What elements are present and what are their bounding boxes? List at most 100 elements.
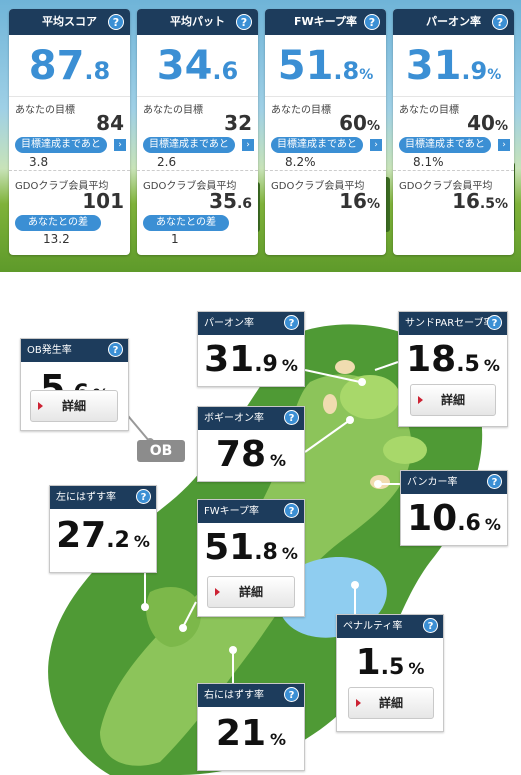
stat-value-int: 31 [405, 43, 462, 89]
help-icon[interactable]: ? [423, 618, 438, 633]
gdo-value-dec: .5 [479, 196, 495, 212]
remaining-row[interactable]: 目標達成まであと › [137, 135, 258, 155]
detail-button[interactable]: 詳細 [30, 390, 118, 422]
stat-card-title: パーオン率 ? [393, 9, 514, 35]
card-title-text: 右にはずす率 [204, 690, 264, 701]
goal-value-text: 40 [467, 111, 495, 135]
stat-card-title: 平均スコア ? [9, 9, 130, 35]
remaining-row[interactable]: 目標達成まであと › [265, 135, 386, 155]
left-miss-rate-card: 左にはずす率? 27.2% [49, 485, 157, 573]
goal-value-text: 32 [224, 111, 252, 135]
stat-value-int: 87 [28, 43, 85, 89]
gdo-value-int: 101 [82, 189, 124, 213]
difference-pill: あなたとの差 [15, 215, 101, 231]
right-miss-rate-value: 21% [198, 713, 304, 754]
remaining-pill[interactable]: 目標達成まであと [399, 137, 491, 153]
marker-dot [179, 624, 187, 632]
help-icon[interactable]: ? [364, 14, 380, 30]
card-title-text: サンドPARセーブ率 [405, 318, 494, 329]
remaining-pill[interactable]: 目標達成まであと [143, 137, 235, 153]
triangle-right-icon [215, 588, 220, 596]
chevron-right-icon[interactable]: › [114, 139, 126, 151]
detail-button-label: 詳細 [238, 585, 263, 599]
goal-label: あなたの目標 [399, 105, 459, 116]
value-unit: % [408, 659, 425, 678]
help-icon[interactable]: ? [487, 315, 502, 330]
detail-button[interactable]: 詳細 [207, 576, 295, 608]
card-title-text: ボギーオン率 [204, 413, 264, 424]
marker-dot [346, 416, 354, 424]
detail-button-label: 詳細 [61, 399, 86, 413]
gdo-average-label: GDOクラブ会員平均 [271, 181, 365, 192]
card-title-text: パーオン率 [204, 318, 254, 329]
gdo-value-unit: % [366, 197, 380, 212]
help-icon[interactable]: ? [492, 14, 508, 30]
gdo-value-unit: % [494, 197, 508, 212]
value-unit: % [484, 515, 501, 534]
connector-line [304, 419, 351, 453]
goal-value: 84 [9, 113, 130, 135]
stat-card-average-score: 平均スコア ? 87.8 あなたの目標 84 目標達成まであと › 3.8 GD… [9, 9, 130, 255]
marker-dot [358, 378, 366, 386]
stat-title-text: FWキープ率 [294, 15, 357, 28]
value-unit: % [281, 544, 298, 563]
help-icon[interactable]: ? [136, 489, 151, 504]
connector-line [182, 601, 197, 628]
remaining-row[interactable]: 目標達成まであと › [9, 135, 130, 155]
chevron-right-icon[interactable]: › [242, 139, 254, 151]
goal-value-text: 84 [96, 111, 124, 135]
connector-line [304, 369, 361, 383]
penalty-rate-card: ペナルティ率? 1.5% 詳細 [336, 614, 444, 732]
chevron-right-icon[interactable]: › [370, 139, 382, 151]
gdo-value-int: 35 [209, 189, 237, 213]
remaining-row[interactable]: 目標達成まであと › [393, 135, 514, 155]
difference-value: 1 [171, 232, 179, 246]
value-unit: % [270, 451, 287, 470]
goal-value-text: 60 [339, 111, 367, 135]
bunker-rate-value: 10.6% [401, 498, 507, 539]
chevron-right-icon[interactable]: › [498, 139, 510, 151]
remaining-pill[interactable]: 目標達成まであと [15, 137, 107, 153]
help-icon[interactable]: ? [108, 342, 123, 357]
detail-button[interactable]: 詳細 [348, 687, 434, 719]
stat-main-value: 31.9% [393, 35, 514, 97]
card-title-text: 左にはずす率 [56, 492, 116, 503]
help-icon[interactable]: ? [284, 687, 299, 702]
help-icon[interactable]: ? [284, 410, 299, 425]
par-on-rate-value: 31.9% [198, 339, 304, 380]
goal-label: あなたの目標 [271, 105, 331, 116]
goal-value-unit: % [494, 119, 508, 134]
right-miss-rate-card: 右にはずす率? 21% [197, 683, 305, 771]
help-icon[interactable]: ? [487, 474, 502, 489]
detail-button[interactable]: 詳細 [410, 384, 496, 416]
triangle-right-icon [38, 402, 43, 410]
difference-pill: あなたとの差 [143, 215, 229, 231]
stat-card-fw-keep: FWキープ率 ? 51.8% あなたの目標 60% 目標達成まであと › 8.2… [265, 9, 386, 255]
remaining-pill[interactable]: 目標達成まであと [271, 137, 363, 153]
gdo-average-value: 101 [9, 191, 130, 213]
value-dec: .2 [106, 528, 130, 553]
goal-label: あなたの目標 [143, 105, 203, 116]
gdo-value-int: 16 [339, 189, 367, 213]
fw-keep-rate-card: FWキープ率? 51.8% 詳細 [197, 499, 305, 617]
gdo-value-dec: .6 [236, 196, 252, 212]
help-icon[interactable]: ? [284, 315, 299, 330]
help-icon[interactable]: ? [284, 503, 299, 518]
detail-button-label: 詳細 [440, 393, 465, 407]
stat-value-unit: % [487, 67, 502, 83]
stat-main-value: 34.6 [137, 35, 258, 97]
gdo-value-int: 16 [452, 189, 480, 213]
card-title: パーオン率? [198, 312, 304, 335]
value-dec: .5 [456, 352, 480, 377]
help-icon[interactable]: ? [236, 14, 252, 30]
value-int: 27 [56, 515, 107, 556]
help-icon[interactable]: ? [108, 14, 124, 30]
gdo-average-label: GDOクラブ会員平均 [399, 181, 493, 192]
card-title: ペナルティ率? [337, 615, 443, 638]
value-unit: % [270, 730, 287, 749]
bogey-on-rate-card: ボギーオン率? 78% [197, 406, 305, 482]
stat-card-title: 平均パット ? [137, 9, 258, 35]
value-unit: % [133, 532, 150, 551]
gdo-average-label: GDOクラブ会員平均 [143, 181, 237, 192]
value-int: 31 [204, 339, 255, 380]
